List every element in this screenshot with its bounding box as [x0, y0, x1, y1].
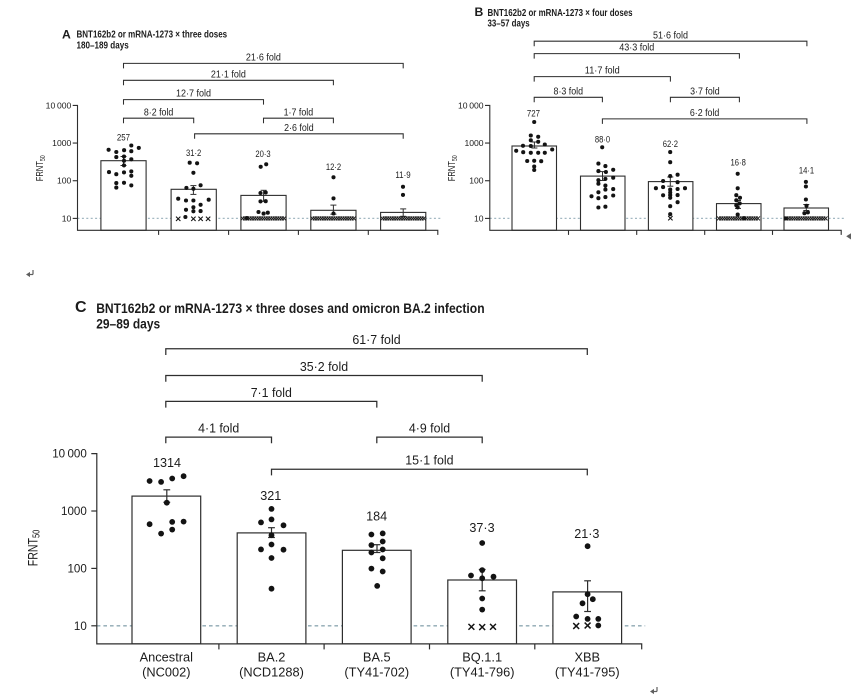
svg-text:10 000: 10 000 — [46, 100, 72, 110]
svg-text:180–189 days: 180–189 days — [77, 40, 130, 51]
svg-text:1000: 1000 — [52, 138, 71, 148]
svg-text:1314: 1314 — [153, 456, 181, 470]
svg-text:10 000: 10 000 — [52, 448, 87, 461]
svg-text:Ancestral: Ancestral — [140, 650, 193, 665]
svg-text:XBB: XBB — [574, 650, 600, 665]
svg-text:1000: 1000 — [464, 138, 483, 148]
svg-text:100: 100 — [57, 176, 72, 186]
svg-text:BQ.1.1: BQ.1.1 — [462, 650, 502, 665]
svg-text:(TY41-795): (TY41-795) — [555, 665, 620, 680]
svg-text:2·6 fold: 2·6 fold — [284, 123, 314, 134]
svg-text:43·3 fold: 43·3 fold — [619, 43, 654, 54]
svg-text:(NC002): (NC002) — [142, 665, 190, 680]
svg-text:31·2: 31·2 — [186, 148, 201, 158]
svg-text:15·1 fold: 15·1 fold — [405, 453, 453, 468]
svg-text:20·3: 20·3 — [255, 149, 270, 159]
svg-text:10: 10 — [474, 213, 484, 223]
svg-text:257: 257 — [117, 133, 130, 143]
svg-text:7·1 fold: 7·1 fold — [251, 385, 292, 400]
svg-text:4·1 fold: 4·1 fold — [198, 421, 239, 436]
svg-text:BNT162b2 or mRNA-1273 × three: BNT162b2 or mRNA-1273 × three doses — [77, 30, 228, 41]
svg-text:100: 100 — [67, 563, 86, 576]
svg-text:184: 184 — [366, 510, 387, 524]
svg-text:727: 727 — [527, 109, 540, 119]
svg-text:33–57 days: 33–57 days — [488, 18, 531, 29]
svg-text:4·9 fold: 4·9 fold — [409, 421, 450, 436]
svg-text:10: 10 — [74, 620, 87, 633]
svg-text:61·7 fold: 61·7 fold — [352, 332, 400, 347]
svg-text:8·3 fold: 8·3 fold — [554, 86, 584, 97]
svg-text:21·1 fold: 21·1 fold — [211, 69, 246, 80]
svg-text:100: 100 — [469, 176, 484, 186]
svg-text:37·3: 37·3 — [469, 521, 494, 535]
svg-text:1000: 1000 — [61, 505, 87, 518]
svg-text:21·6 fold: 21·6 fold — [246, 53, 281, 64]
svg-text:10: 10 — [62, 213, 72, 223]
svg-text:62·2: 62·2 — [663, 139, 678, 149]
svg-text:12·2: 12·2 — [326, 162, 341, 172]
svg-text:88·0: 88·0 — [595, 135, 610, 145]
svg-text:35·2 fold: 35·2 fold — [300, 359, 348, 374]
svg-text:BA.2: BA.2 — [258, 650, 286, 665]
svg-text:1·7 fold: 1·7 fold — [284, 107, 314, 118]
svg-text:(TY41-796): (TY41-796) — [450, 665, 515, 680]
svg-text:BNT162b2 or mRNA-1273 × four d: BNT162b2 or mRNA-1273 × four doses — [488, 8, 633, 19]
svg-text:FRNT50: FRNT50 — [447, 155, 459, 181]
svg-text:11·9: 11·9 — [395, 170, 410, 180]
svg-text:8·2 fold: 8·2 fold — [144, 107, 174, 118]
svg-text:11·7 fold: 11·7 fold — [585, 66, 620, 77]
svg-text:B: B — [475, 5, 484, 19]
svg-text:BNT162b2 or mRNA-1273 × three: BNT162b2 or mRNA-1273 × three doses and … — [96, 301, 484, 316]
svg-text:29–89 days: 29–89 days — [96, 316, 160, 331]
svg-text:10 000: 10 000 — [458, 100, 484, 110]
svg-text:321: 321 — [260, 489, 281, 503]
svg-text:6·2 fold: 6·2 fold — [690, 108, 720, 119]
svg-text:C: C — [75, 299, 87, 316]
svg-text:3·7 fold: 3·7 fold — [690, 86, 720, 97]
svg-text:12·7 fold: 12·7 fold — [176, 89, 211, 100]
svg-text:51·6 fold: 51·6 fold — [653, 30, 688, 41]
svg-text:BA.5: BA.5 — [363, 650, 391, 665]
svg-text:FRNT50: FRNT50 — [35, 155, 47, 181]
svg-text:14·1: 14·1 — [799, 166, 814, 176]
svg-text:21·3: 21·3 — [574, 527, 599, 541]
svg-text:(TY41-702): (TY41-702) — [344, 665, 409, 680]
svg-text:(NCD1288): (NCD1288) — [239, 665, 304, 680]
svg-text:FRNT50: FRNT50 — [25, 529, 43, 566]
svg-text:16·8: 16·8 — [731, 158, 746, 168]
svg-text:A: A — [62, 27, 71, 41]
